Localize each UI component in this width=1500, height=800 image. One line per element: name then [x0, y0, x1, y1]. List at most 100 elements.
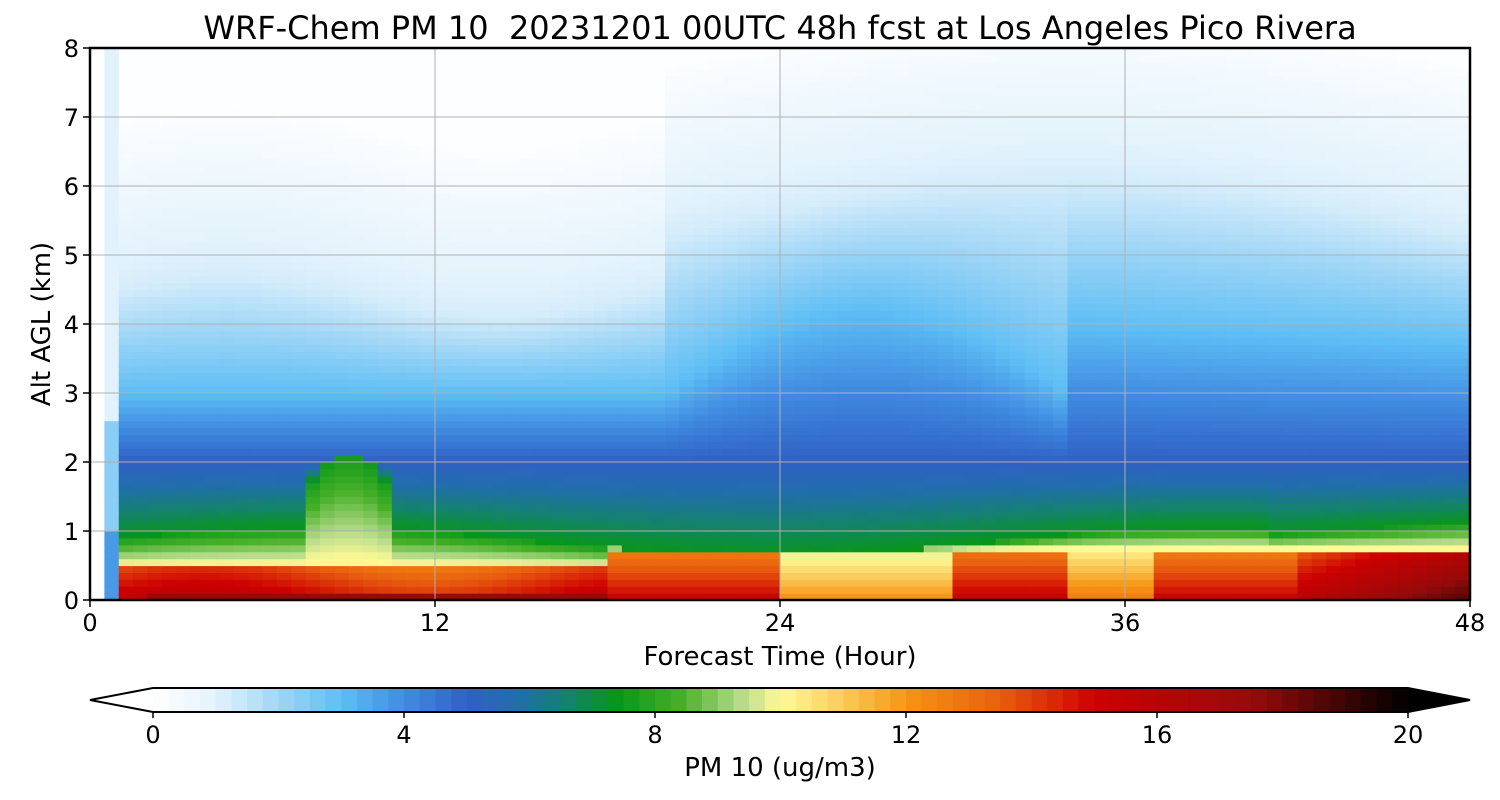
heatmap-cell	[578, 324, 594, 332]
heatmap-cell	[449, 248, 465, 256]
heatmap-cell	[133, 462, 149, 470]
heatmap-cell	[923, 593, 939, 601]
heatmap-cell	[463, 103, 479, 111]
heatmap-cell	[708, 358, 724, 366]
heatmap-cell	[736, 441, 752, 449]
heatmap-cell	[593, 268, 609, 277]
heatmap-cell	[248, 365, 264, 373]
heatmap-cell	[679, 165, 695, 173]
heatmap-cell	[133, 123, 149, 132]
heatmap-cell	[133, 241, 149, 249]
heatmap-cell	[406, 89, 422, 97]
heatmap-cell	[478, 593, 494, 601]
heatmap-cell	[190, 468, 206, 477]
heatmap-cell	[880, 206, 896, 215]
heatmap-cell	[636, 572, 652, 580]
heatmap-cell	[550, 379, 565, 387]
heatmap-cell	[147, 192, 163, 201]
heatmap-cell	[305, 310, 321, 318]
heatmap-cell	[521, 137, 537, 146]
heatmap-cell	[636, 261, 652, 270]
heatmap-cell	[535, 82, 551, 90]
heatmap-cell	[923, 158, 939, 166]
heatmap-cell	[966, 551, 982, 560]
heatmap-cell	[851, 165, 867, 173]
heatmap-cell	[650, 413, 666, 422]
heatmap-cell	[305, 96, 321, 104]
heatmap-cell	[320, 427, 335, 435]
heatmap-cell	[607, 130, 623, 139]
heatmap-cell	[161, 123, 177, 132]
heatmap-cell	[665, 468, 680, 477]
heatmap-cell	[291, 68, 307, 77]
heatmap-cell	[348, 241, 364, 249]
heatmap-cell	[118, 503, 134, 511]
heatmap-cell	[478, 96, 494, 104]
heatmap-cell	[880, 158, 896, 166]
heatmap-cell	[348, 255, 364, 263]
heatmap-cell	[363, 310, 379, 318]
heatmap-cell	[808, 517, 824, 525]
heatmap-cell	[593, 565, 609, 573]
heatmap-cell	[363, 337, 379, 346]
heatmap-cell	[276, 206, 292, 215]
heatmap-cell	[161, 372, 177, 380]
heatmap-cell	[205, 130, 220, 139]
heatmap-cell	[837, 117, 853, 125]
heatmap-cell	[118, 379, 134, 387]
heatmap-cell	[104, 420, 120, 429]
heatmap-cell	[751, 248, 767, 256]
heatmap-cell	[535, 475, 551, 484]
heatmap-cell	[895, 89, 910, 97]
heatmap-cell	[233, 503, 249, 511]
heatmap-cell	[866, 255, 882, 263]
heatmap-cell	[320, 192, 335, 201]
heatmap-cell	[650, 358, 666, 366]
heatmap-cell	[621, 206, 637, 215]
heatmap-cell	[966, 206, 982, 215]
heatmap-cell	[823, 137, 839, 146]
heatmap-cell	[578, 558, 594, 567]
heatmap-cell	[90, 117, 105, 125]
heatmap-cell	[391, 399, 407, 408]
heatmap-cell	[248, 468, 264, 477]
heatmap-cell	[348, 482, 364, 491]
heatmap-cell	[952, 117, 968, 125]
heatmap-cell	[291, 179, 307, 187]
heatmap-cell	[866, 406, 882, 415]
heatmap-cell	[262, 524, 278, 532]
heatmap-cell	[161, 358, 177, 366]
heatmap-cell	[751, 144, 767, 153]
heatmap-cell	[938, 68, 954, 77]
heatmap-cell	[118, 130, 134, 139]
heatmap-cell	[521, 75, 537, 84]
heatmap-cell	[923, 130, 939, 139]
heatmap-cell	[492, 186, 508, 194]
heatmap-cell	[938, 137, 954, 146]
heatmap-cell	[435, 593, 450, 601]
heatmap-cell	[248, 48, 264, 56]
heatmap-cell	[521, 586, 537, 594]
heatmap-cell	[118, 206, 134, 215]
heatmap-cell	[751, 537, 767, 546]
heatmap-cell	[780, 255, 795, 263]
heatmap-cell	[866, 82, 882, 90]
heatmap-cell	[981, 462, 997, 470]
heatmap-cell	[679, 441, 695, 449]
heatmap-cell	[679, 406, 695, 415]
heatmap-cell	[780, 82, 795, 90]
heatmap-cell	[363, 123, 379, 132]
heatmap-cell	[679, 96, 695, 104]
heatmap-cell	[205, 399, 220, 408]
heatmap-cell	[938, 337, 954, 346]
heatmap-cell	[506, 117, 522, 125]
heatmap-cell	[420, 317, 436, 325]
heatmap-cell	[205, 503, 220, 511]
heatmap-cell	[276, 303, 292, 311]
heatmap-cell	[248, 61, 264, 70]
heatmap-cell	[938, 144, 954, 153]
heatmap-cell	[320, 54, 335, 63]
heatmap-cell	[521, 517, 537, 525]
heatmap-cell	[348, 379, 364, 387]
heatmap-cell	[593, 234, 609, 242]
